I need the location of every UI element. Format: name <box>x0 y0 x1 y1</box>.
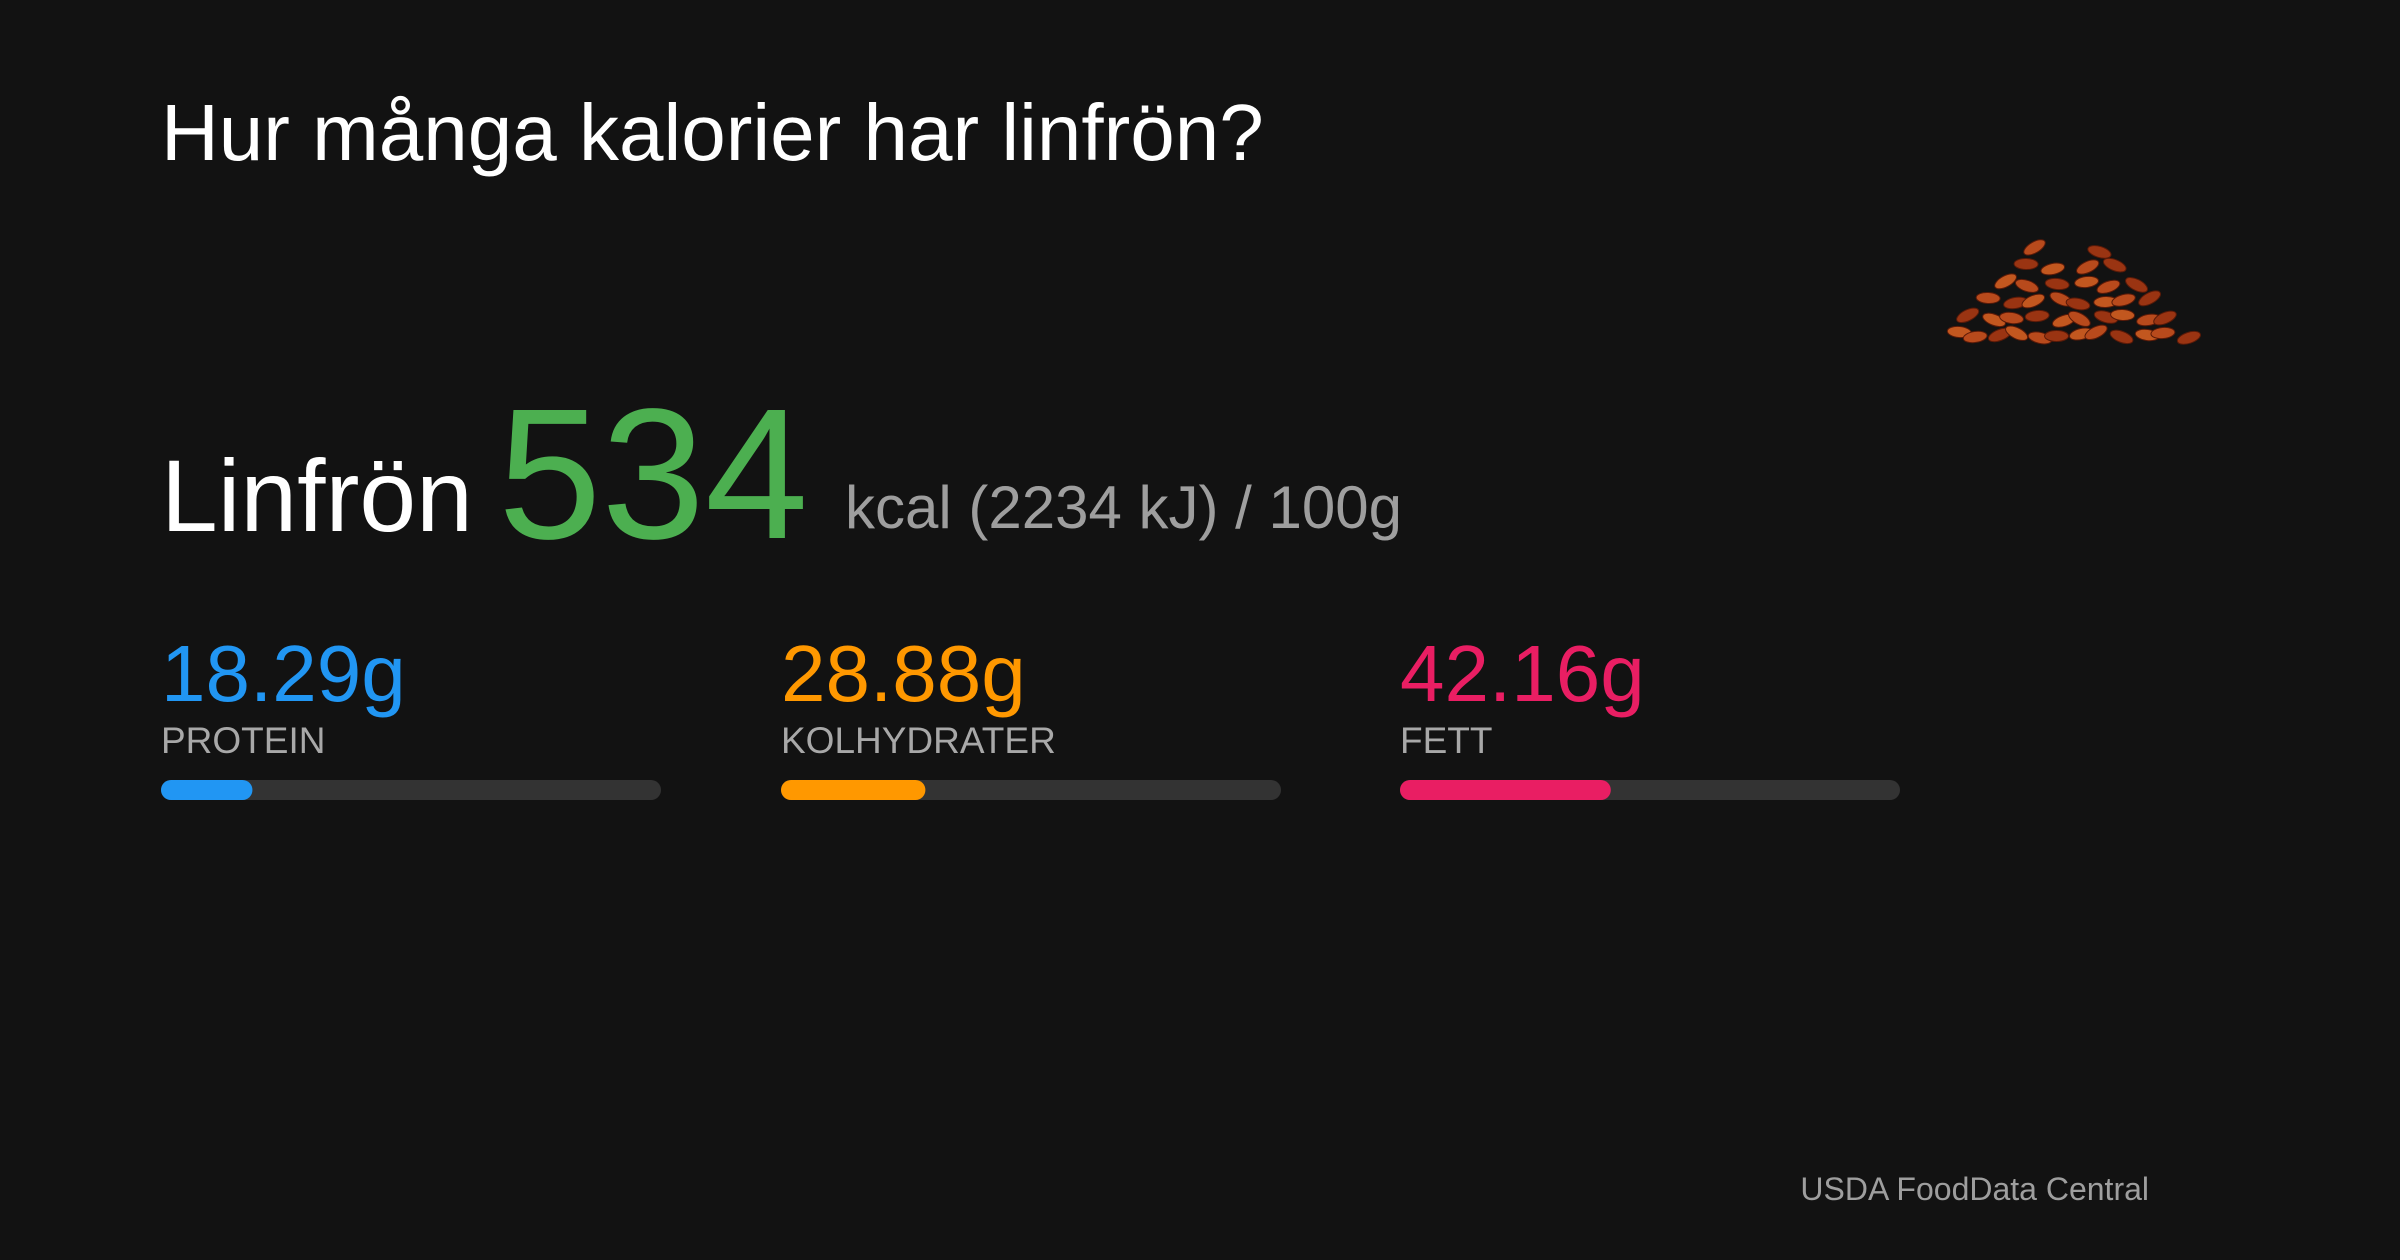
bar-fill <box>1400 780 1611 800</box>
seed <box>2084 324 2108 341</box>
seed <box>2065 297 2091 311</box>
seed <box>2005 325 2029 341</box>
seed <box>2044 330 2070 342</box>
seed <box>2040 262 2066 276</box>
seed <box>2044 277 2070 291</box>
seed <box>2074 275 2099 289</box>
bar-fill <box>781 780 926 800</box>
seed <box>2125 277 2149 293</box>
seed <box>2023 239 2046 256</box>
bar-track <box>161 780 661 800</box>
kcal-value: 534 <box>498 371 808 578</box>
seed <box>2024 309 2050 323</box>
seed <box>1994 273 2017 290</box>
kcal-unit: kcal (2234 kJ) / 100g <box>845 474 1402 541</box>
seed <box>1975 291 2001 305</box>
seed <box>1962 330 1988 344</box>
seed <box>2111 293 2136 307</box>
bar-fill <box>161 780 253 800</box>
seed <box>2068 310 2091 327</box>
seed <box>2013 257 2039 271</box>
seed <box>1999 311 2024 325</box>
seed-image <box>1946 239 2201 345</box>
seed <box>2021 293 2046 309</box>
macro-value: 28.88g <box>781 629 1026 718</box>
title: Hur många kalorier har linfrön? <box>161 88 1264 177</box>
macro-label: PROTEIN <box>161 720 325 761</box>
seed <box>2014 278 2039 293</box>
seed <box>2102 257 2127 273</box>
macro-value: 42.16g <box>1400 629 1645 718</box>
seed <box>1956 307 1980 324</box>
macro-label: KOLHYDRATER <box>781 720 1056 761</box>
macro-value: 18.29g <box>161 629 406 718</box>
seed <box>2110 308 2136 322</box>
seed <box>2153 310 2177 326</box>
seed <box>2176 330 2201 345</box>
food-name: Linfrön <box>161 439 473 553</box>
seed <box>2096 279 2121 294</box>
seed <box>2076 259 2100 275</box>
seed <box>2087 245 2112 259</box>
source: USDA FoodData Central <box>1800 1171 2149 1207</box>
seed <box>2138 290 2161 307</box>
macro-label: FETT <box>1400 720 1492 761</box>
seed <box>2109 329 2134 345</box>
seed <box>2150 326 2176 340</box>
